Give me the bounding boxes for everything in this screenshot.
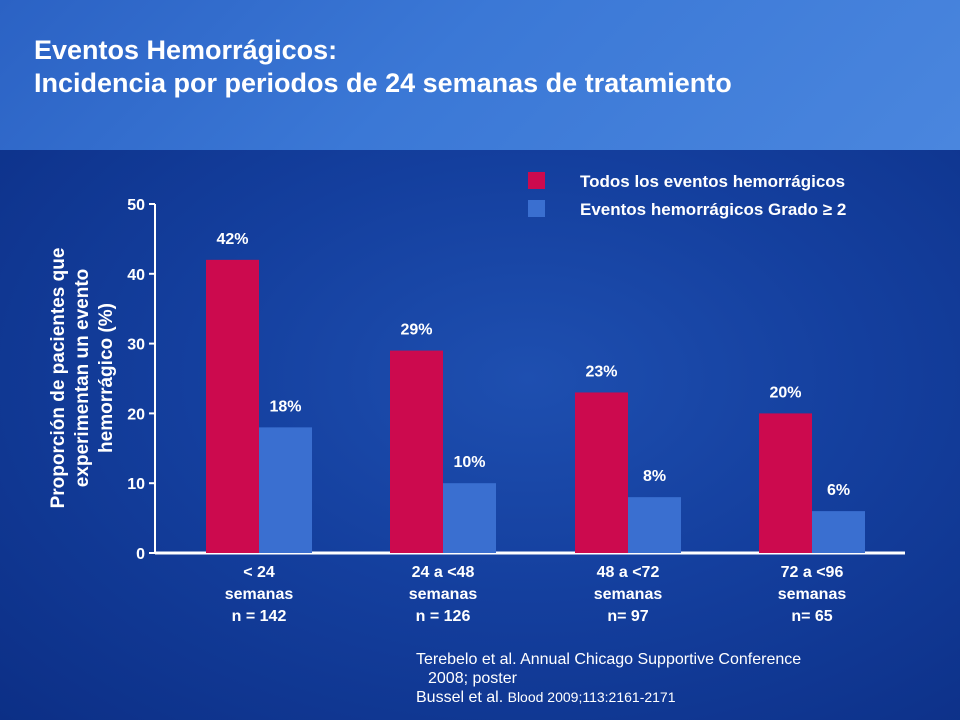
x-category-label: 48 a <72	[597, 564, 660, 581]
x-category-label: 24 a <48	[412, 564, 475, 581]
x-category-label: n= 97	[607, 608, 648, 625]
bar-grade2-events	[443, 483, 496, 553]
data-label: 8%	[643, 468, 666, 485]
data-label: 10%	[453, 454, 485, 471]
legend-label: Todos los eventos hemorrágicos	[580, 172, 845, 191]
title-line-2: Incidencia por periodos de 24 semanas de…	[34, 68, 732, 98]
y-tick-label: 0	[136, 546, 145, 563]
x-category-label: 72 a <96	[781, 564, 844, 581]
y-tick-label: 30	[127, 337, 145, 354]
source-line-3b: Blood 2009;113:2161-2171	[507, 689, 676, 705]
bar-all-events	[575, 392, 628, 553]
y-axis-label-line: Proporción de pacientes que	[48, 248, 69, 509]
x-category-label: n = 126	[416, 608, 471, 625]
y-tick-label: 40	[127, 267, 145, 284]
source-line-3a: Bussel et al.	[416, 689, 504, 706]
legend-label: Eventos hemorrágicos Grado ≥ 2	[580, 200, 846, 219]
y-axis-label-line: hemorrágico (%)	[96, 303, 117, 453]
data-label: 29%	[400, 322, 432, 339]
bar-all-events	[206, 259, 259, 553]
y-tick-label: 20	[127, 406, 145, 423]
page-title: Eventos Hemorrágicos: Incidencia por per…	[34, 34, 732, 100]
bar-all-events	[759, 413, 812, 553]
bar-grade2-events	[628, 497, 681, 553]
bar-all-events	[390, 350, 443, 553]
data-label: 20%	[769, 384, 801, 401]
bar-grade2-events	[812, 511, 865, 553]
data-label: 6%	[827, 482, 850, 499]
source-citation: Terebelo et al. Annual Chicago Supportiv…	[416, 650, 801, 707]
x-category-label: n= 65	[791, 608, 832, 625]
y-axis-label-line: experimentan un evento	[72, 269, 93, 488]
data-label: 18%	[269, 398, 301, 415]
source-line-1: Terebelo et al. Annual Chicago Supportiv…	[416, 651, 802, 668]
source-line-2: 2008; poster	[428, 670, 517, 687]
data-label: 42%	[216, 231, 248, 248]
legend-swatch	[528, 200, 545, 217]
x-category-label: semanas	[409, 586, 478, 603]
bar-grade2-events	[259, 427, 312, 553]
y-tick-label: 10	[127, 476, 145, 493]
title-line-1: Eventos Hemorrágicos:	[34, 35, 338, 65]
y-tick-label: 50	[127, 197, 145, 214]
x-category-label: semanas	[594, 586, 663, 603]
header-band	[0, 0, 960, 150]
legend-swatch	[528, 172, 545, 189]
data-label: 23%	[585, 363, 617, 380]
x-category-label: semanas	[225, 586, 294, 603]
x-category-label: n = 142	[232, 608, 287, 625]
x-category-label: semanas	[778, 586, 847, 603]
x-category-label: < 24	[243, 564, 275, 581]
